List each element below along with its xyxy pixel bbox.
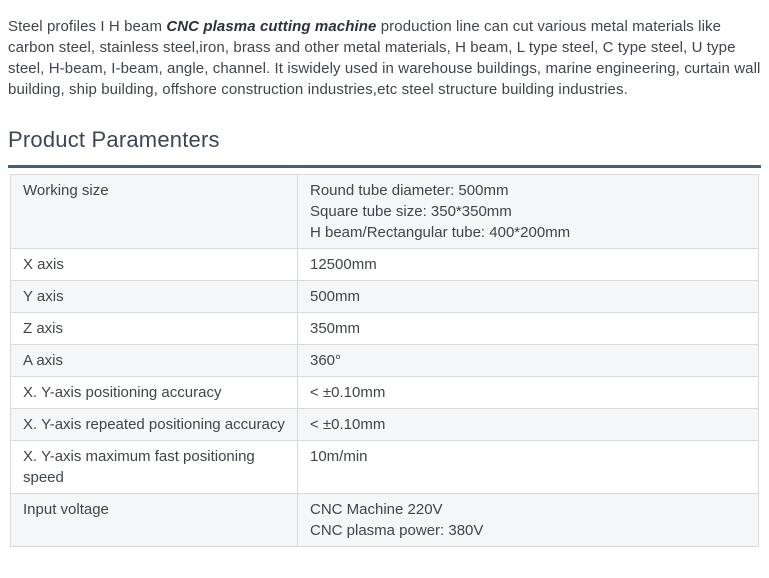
parameter-value-line: Round tube diameter: 500mm xyxy=(310,182,509,199)
parameter-value-line: < ±0.10mm xyxy=(310,384,386,401)
section-title-underline xyxy=(8,165,761,168)
parameter-label: A axis xyxy=(10,344,298,377)
table-row: Z axis 350mm xyxy=(10,312,759,345)
parameter-value: CNC Machine 220V CNC plasma power: 380V xyxy=(297,493,759,547)
table-row: X. Y-axis repeated positioning accuracy … xyxy=(10,408,759,441)
parameter-value-line: < ±0.10mm xyxy=(310,416,386,433)
parameter-value: < ±0.10mm xyxy=(297,376,759,409)
parameter-label: X. Y-axis repeated positioning accuracy xyxy=(10,408,298,441)
table-row: Input voltage CNC Machine 220V CNC plasma… xyxy=(10,493,759,547)
parameter-label: Working size xyxy=(10,174,298,249)
parameter-value: 10m/min xyxy=(297,440,759,494)
parameter-label: X. Y-axis positioning accuracy xyxy=(10,376,298,409)
parameter-value-line: H beam/Rectangular tube: 400*200mm xyxy=(310,224,571,241)
parameter-value: Round tube diameter: 500mm Square tube si… xyxy=(297,174,759,249)
table-row: Y axis 500mm xyxy=(10,280,759,313)
parameter-label: X. Y-axis maximum fast positioning speed xyxy=(10,440,298,494)
parameter-label: Z axis xyxy=(10,312,298,345)
parameter-value: 350mm xyxy=(297,312,759,345)
parameter-value: 500mm xyxy=(297,280,759,313)
table-row: A axis 360° xyxy=(10,344,759,377)
intro-product-name: CNC plasma cutting machine xyxy=(166,18,377,35)
parameter-value-line: 350mm xyxy=(310,320,361,337)
parameter-label: Input voltage xyxy=(10,493,298,547)
parameter-value-line: 10m/min xyxy=(310,448,368,465)
parameter-value-line: 360° xyxy=(310,352,342,369)
parameter-value: 360° xyxy=(297,344,759,377)
parameter-value-line: CNC plasma power: 380V xyxy=(310,522,484,539)
intro-paragraph: Steel profiles I H beam CNC plasma cutti… xyxy=(8,16,761,100)
table-row: X axis 12500mm xyxy=(10,248,759,281)
intro-text-after: production line can cut various metal ma… xyxy=(8,18,761,98)
table-row: X. Y-axis maximum fast positioning speed… xyxy=(10,440,759,494)
table-row: Working size Round tube diameter: 500mm S… xyxy=(10,174,759,249)
parameter-value: 12500mm xyxy=(297,248,759,281)
parameter-value-line: 500mm xyxy=(310,288,361,305)
section-title: Product Paramenters xyxy=(8,127,220,152)
table-row: X. Y-axis positioning accuracy < ±0.10mm xyxy=(10,376,759,409)
parameter-label: Y axis xyxy=(10,280,298,313)
intro-text-before: Steel profiles I H beam xyxy=(8,18,167,35)
parameter-label: X axis xyxy=(10,248,298,281)
parameter-value-line: 12500mm xyxy=(310,256,377,273)
parameter-value: < ±0.10mm xyxy=(297,408,759,441)
product-parameters-table: Working size Round tube diameter: 500mm S… xyxy=(10,174,759,547)
parameter-value-line: Square tube size: 350*350mm xyxy=(310,203,512,220)
parameter-value-line: CNC Machine 220V xyxy=(310,501,443,518)
